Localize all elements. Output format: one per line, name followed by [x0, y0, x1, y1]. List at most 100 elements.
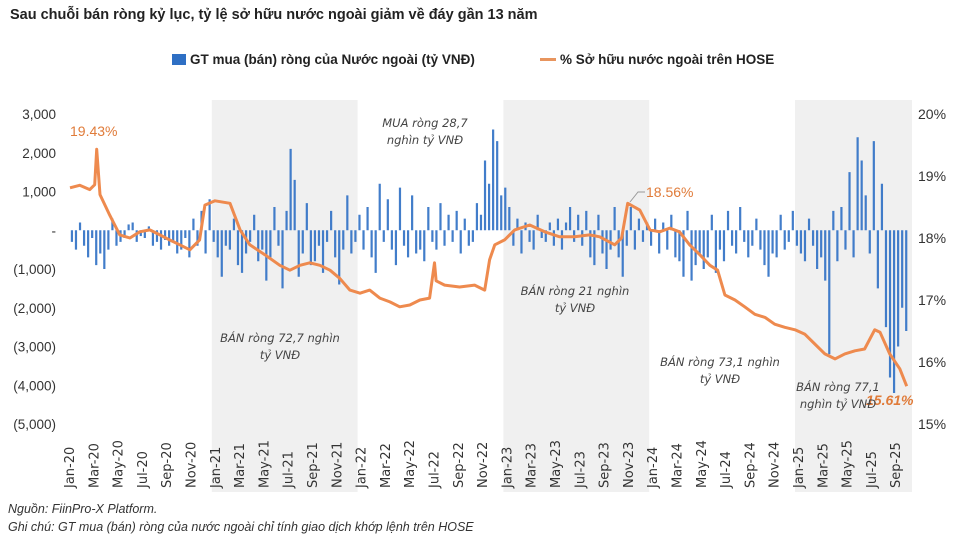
legend-bars-swatch — [172, 54, 186, 65]
net-flow-bar — [548, 222, 551, 231]
x-tick: Jan-20 — [63, 447, 78, 489]
net-flow-bar — [236, 230, 240, 266]
net-flow-bar — [135, 230, 138, 242]
net-flow-bar — [285, 210, 288, 231]
net-flow-bar — [103, 230, 106, 269]
net-flow-bar — [504, 187, 507, 231]
net-flow-bar — [281, 230, 284, 289]
net-flow-bar — [577, 214, 580, 231]
legend-bars-label: GT mua (bán) ròng của Nước ngoài (tỷ VNĐ… — [190, 52, 475, 67]
net-flow-bar — [196, 230, 199, 246]
x-tick: May-23 — [549, 440, 564, 488]
net-flow-bar — [334, 230, 337, 258]
net-flow-bar — [479, 214, 483, 231]
x-tick: Sep-21 — [306, 442, 321, 488]
net-flow-bar — [674, 230, 677, 258]
net-flow-bar — [629, 207, 632, 231]
net-flow-bar — [662, 222, 665, 231]
net-flow-bar — [884, 230, 888, 328]
net-flow-bar — [795, 230, 798, 246]
annotation-sell-2023: tỷ VNĐ — [555, 301, 595, 315]
net-flow-bar — [641, 230, 645, 242]
net-flow-bar — [714, 230, 717, 273]
x-tick: Jan-22 — [355, 447, 370, 489]
net-flow-bar — [901, 230, 904, 308]
net-flow-bar — [840, 207, 843, 231]
annotation-sell-2024: tỷ VNĐ — [700, 372, 740, 386]
net-flow-bar — [313, 230, 317, 262]
net-flow-bar — [686, 210, 689, 231]
net-flow-bar — [115, 230, 118, 246]
x-tick: Jul-23 — [573, 451, 588, 489]
net-flow-bar — [852, 230, 855, 258]
net-flow-bar — [358, 214, 361, 231]
net-flow-bar — [224, 230, 227, 246]
net-flow-bar — [220, 230, 223, 277]
x-tick: Jan-21 — [209, 447, 224, 489]
x-tick: Mar-24 — [671, 443, 686, 488]
net-flow-bar — [176, 230, 179, 254]
x-tick: Jul-25 — [865, 451, 880, 489]
net-flow-bar — [710, 214, 713, 231]
y-right-tick: 18% — [918, 230, 946, 246]
annotation-leader-line — [629, 191, 645, 203]
net-flow-bar — [718, 230, 722, 250]
net-flow-bar — [293, 179, 296, 231]
net-flow-bar — [613, 207, 616, 231]
x-tick: Jul-20 — [136, 451, 151, 489]
net-flow-bar — [649, 230, 653, 246]
net-flow-bar — [864, 195, 867, 231]
net-flow-bar — [147, 226, 150, 231]
x-tick: May-20 — [112, 440, 127, 488]
x-tick: Nov-23 — [622, 442, 637, 488]
net-flow-bar — [212, 230, 215, 242]
net-flow-bar — [560, 230, 564, 250]
net-flow-bar — [888, 230, 892, 378]
net-flow-bar — [589, 230, 592, 258]
x-tick: May-22 — [403, 440, 418, 488]
net-flow-bar — [532, 230, 535, 250]
net-flow-bar — [654, 218, 657, 231]
annotation-sell-2024: BÁN ròng 73,1 nghìn — [660, 354, 780, 369]
net-flow-bar — [771, 230, 774, 254]
net-flow-bar — [423, 230, 426, 262]
net-flow-bar — [435, 230, 438, 250]
annotation-buy-2022: MUA ròng 28,7 — [382, 116, 468, 130]
net-flow-bar — [658, 230, 661, 254]
net-flow-bar — [601, 230, 604, 254]
net-flow-bar — [467, 230, 470, 246]
net-flow-bar — [564, 222, 568, 231]
legend-line: % Sở hữu nước ngoài trên HOSE — [540, 52, 774, 67]
net-flow-bar — [163, 230, 167, 240]
x-tick: Mar-22 — [379, 443, 394, 488]
net-flow-bar — [799, 230, 803, 254]
net-flow-bar — [730, 230, 734, 246]
net-flow-bar — [803, 230, 807, 262]
y-left-tick: (2,000) — [13, 301, 56, 316]
net-flow-bar — [350, 230, 353, 254]
shaded-period-2025 — [795, 100, 912, 492]
net-flow-bar — [386, 199, 389, 231]
net-flow-bar — [775, 230, 778, 258]
y-left-tick: (1,000) — [13, 262, 56, 277]
net-flow-bar — [783, 230, 786, 250]
net-flow-bar — [325, 230, 329, 242]
net-flow-bar — [208, 199, 211, 231]
net-flow-bar — [253, 214, 256, 231]
net-flow-bar — [617, 230, 620, 258]
y-left-tick: 1,000 — [22, 185, 56, 200]
net-flow-bar — [184, 230, 187, 238]
x-tick: Sep-23 — [598, 442, 613, 488]
net-flow-bar — [747, 230, 750, 258]
net-flow-bar — [95, 230, 98, 266]
x-tick: Jul-21 — [282, 451, 297, 489]
net-flow-bar — [682, 230, 685, 277]
net-flow-bar — [475, 203, 479, 231]
annotation-sell-2025: BÁN ròng 77,1 — [796, 379, 880, 394]
net-flow-bar — [378, 183, 381, 231]
net-flow-bar — [568, 207, 572, 231]
x-tick: May-21 — [257, 440, 272, 488]
net-flow-bar — [832, 210, 835, 231]
net-flow-bar — [581, 230, 584, 246]
